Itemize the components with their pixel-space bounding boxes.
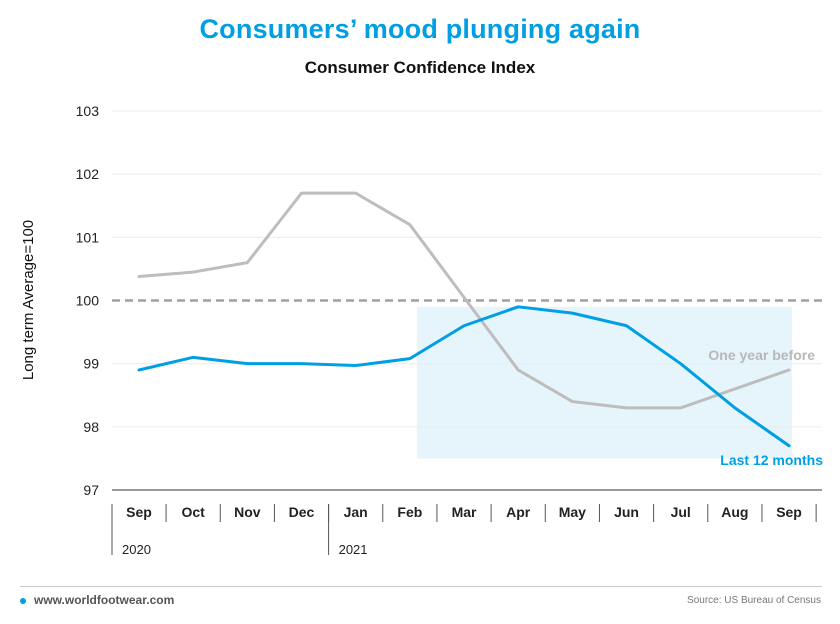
- line-chart: 97 98 99 100 101 102 103 Long term Average=100 2…: [20, 103, 823, 557]
- x-tick-label: Apr: [506, 504, 531, 520]
- footer-divider: [20, 586, 822, 587]
- x-tick-label: Sep: [776, 504, 802, 520]
- website-link[interactable]: www.worldfootwear.com: [34, 593, 175, 607]
- x-tick-label: Mar: [452, 504, 477, 520]
- series-line-last-12-months: [137, 305, 791, 448]
- year-label: 2021: [339, 542, 368, 557]
- source-note: Source: US Bureau of Census: [687, 595, 821, 606]
- x-tick-label: Sep: [126, 504, 152, 520]
- x-tick-label: Aug: [721, 504, 748, 520]
- year-label: 2020: [122, 542, 151, 557]
- series-line-one-year-before: [137, 191, 791, 410]
- highlight-region: [416, 306, 793, 459]
- series-label-last-12-months: Last 12 months: [720, 452, 823, 468]
- y-tick-label: 97: [83, 482, 99, 498]
- chart-title: Consumers’ mood plunging again: [199, 14, 641, 44]
- y-tick-label: 99: [83, 356, 99, 372]
- x-tick-label: Jul: [671, 504, 691, 520]
- x-tick-label: Jun: [614, 504, 639, 520]
- y-tick-label: 102: [76, 166, 100, 182]
- x-tick-label: Feb: [397, 504, 422, 520]
- x-tick-label: Jan: [344, 504, 368, 520]
- y-axis-label: Long term Average=100: [20, 220, 37, 380]
- bullet-icon: [20, 598, 26, 604]
- y-tick-label: 101: [76, 229, 100, 245]
- x-tick-label: May: [559, 504, 586, 520]
- chart-subtitle: Consumer Confidence Index: [304, 58, 536, 77]
- x-tick-label: Dec: [289, 504, 315, 520]
- y-tick-label: 100: [76, 293, 100, 309]
- x-tick-label: Nov: [234, 504, 261, 520]
- series-label-one-year-before: One year before: [708, 347, 815, 363]
- y-tick-label: 98: [83, 419, 99, 435]
- x-tick-label: Oct: [181, 504, 205, 520]
- y-tick-label: 103: [76, 103, 100, 119]
